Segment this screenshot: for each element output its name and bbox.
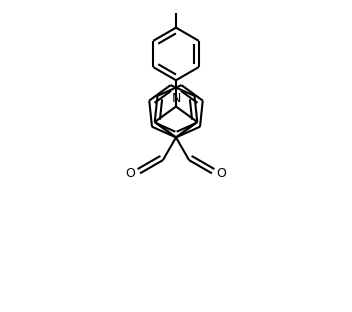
Text: N: N bbox=[171, 92, 181, 105]
Text: O: O bbox=[216, 167, 226, 180]
Text: O: O bbox=[126, 167, 136, 180]
